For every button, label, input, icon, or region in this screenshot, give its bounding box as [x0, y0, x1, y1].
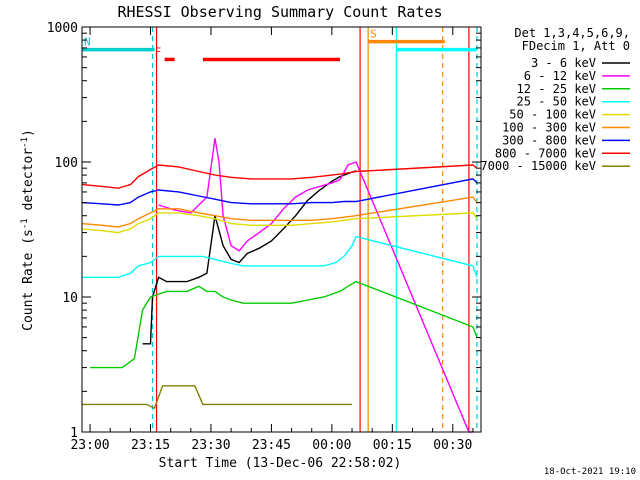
legend-label-2: 12 - 25 keV — [517, 82, 596, 96]
legend-label-8: 7000 - 15000 keV — [480, 159, 596, 173]
plot-frame — [81, 26, 482, 433]
series-line-3 — [82, 235, 478, 278]
flag-label-N: N — [84, 36, 91, 49]
legend-label-0: 3 - 6 keV — [531, 56, 596, 70]
y-label-sup1: -1 — [20, 218, 30, 229]
series-line-6 — [81, 178, 478, 206]
series-line-1 — [158, 138, 473, 433]
y-label-part1: Count Rate (s — [21, 229, 36, 331]
x-tick-label-2: 23:30 — [191, 438, 230, 453]
y-axis-label: Count Rate (s-1 detector-1) — [20, 129, 36, 331]
legend-label-4: 50 - 100 keV — [509, 108, 596, 122]
x-tick-label-3: 23:45 — [252, 438, 291, 453]
x-tick-label-5: 00:15 — [373, 438, 412, 453]
legend-label-1: 6 - 12 keV — [524, 69, 596, 83]
series-line-7 — [81, 164, 478, 189]
legend-label-7: 800 - 7000 keV — [495, 146, 596, 160]
legend: Det 1,3,4,5,6,9, FDecim 1, Att 0 3 - 6 k… — [480, 26, 630, 173]
x-tick-label-6: 00:30 — [433, 438, 472, 453]
legend-label-5: 100 - 300 keV — [502, 121, 596, 135]
y-tick-label-2: 100 — [55, 156, 78, 171]
series-line-0 — [142, 170, 357, 345]
footer-date: 18-Oct-2021 19:10 — [544, 467, 636, 477]
legend-label-6: 300 - 800 keV — [502, 133, 596, 147]
series-line-5 — [81, 196, 478, 228]
y-tick-label-0: 1 — [70, 426, 78, 441]
y-tick-label-3: 1000 — [47, 21, 78, 36]
flag-label-S: S — [370, 28, 377, 41]
x-tick-label-1: 23:15 — [131, 438, 170, 453]
series-line-4 — [81, 212, 478, 234]
y-label-sup2: -1 — [20, 137, 30, 148]
legend-header-line2: FDecim 1, Att 0 — [522, 39, 630, 53]
x-axis-label: Start Time (13-Dec-06 22:58:02) — [159, 456, 402, 471]
x-tick-label-4: 00:00 — [312, 438, 351, 453]
plot-area: N S F — [81, 27, 478, 433]
y-tick-label-1: 10 — [62, 291, 78, 306]
y-label-part2: detector — [21, 148, 36, 219]
chart-title: RHESSI Observing Summary Count Rates — [117, 3, 442, 21]
series-line-2 — [90, 280, 478, 369]
series-line-8 — [82, 385, 352, 410]
x-tick-label-0: 23:00 — [70, 438, 109, 453]
y-label-part3: ) — [21, 129, 36, 137]
flag-label-F: F — [155, 45, 162, 58]
legend-header-line1: Det 1,3,4,5,6,9, — [514, 26, 630, 40]
axes: 23:00 23:15 23:30 23:45 00:00 00:15 00:30 1 10 10… — [47, 21, 481, 453]
legend-label-3: 25 - 50 keV — [517, 95, 596, 109]
